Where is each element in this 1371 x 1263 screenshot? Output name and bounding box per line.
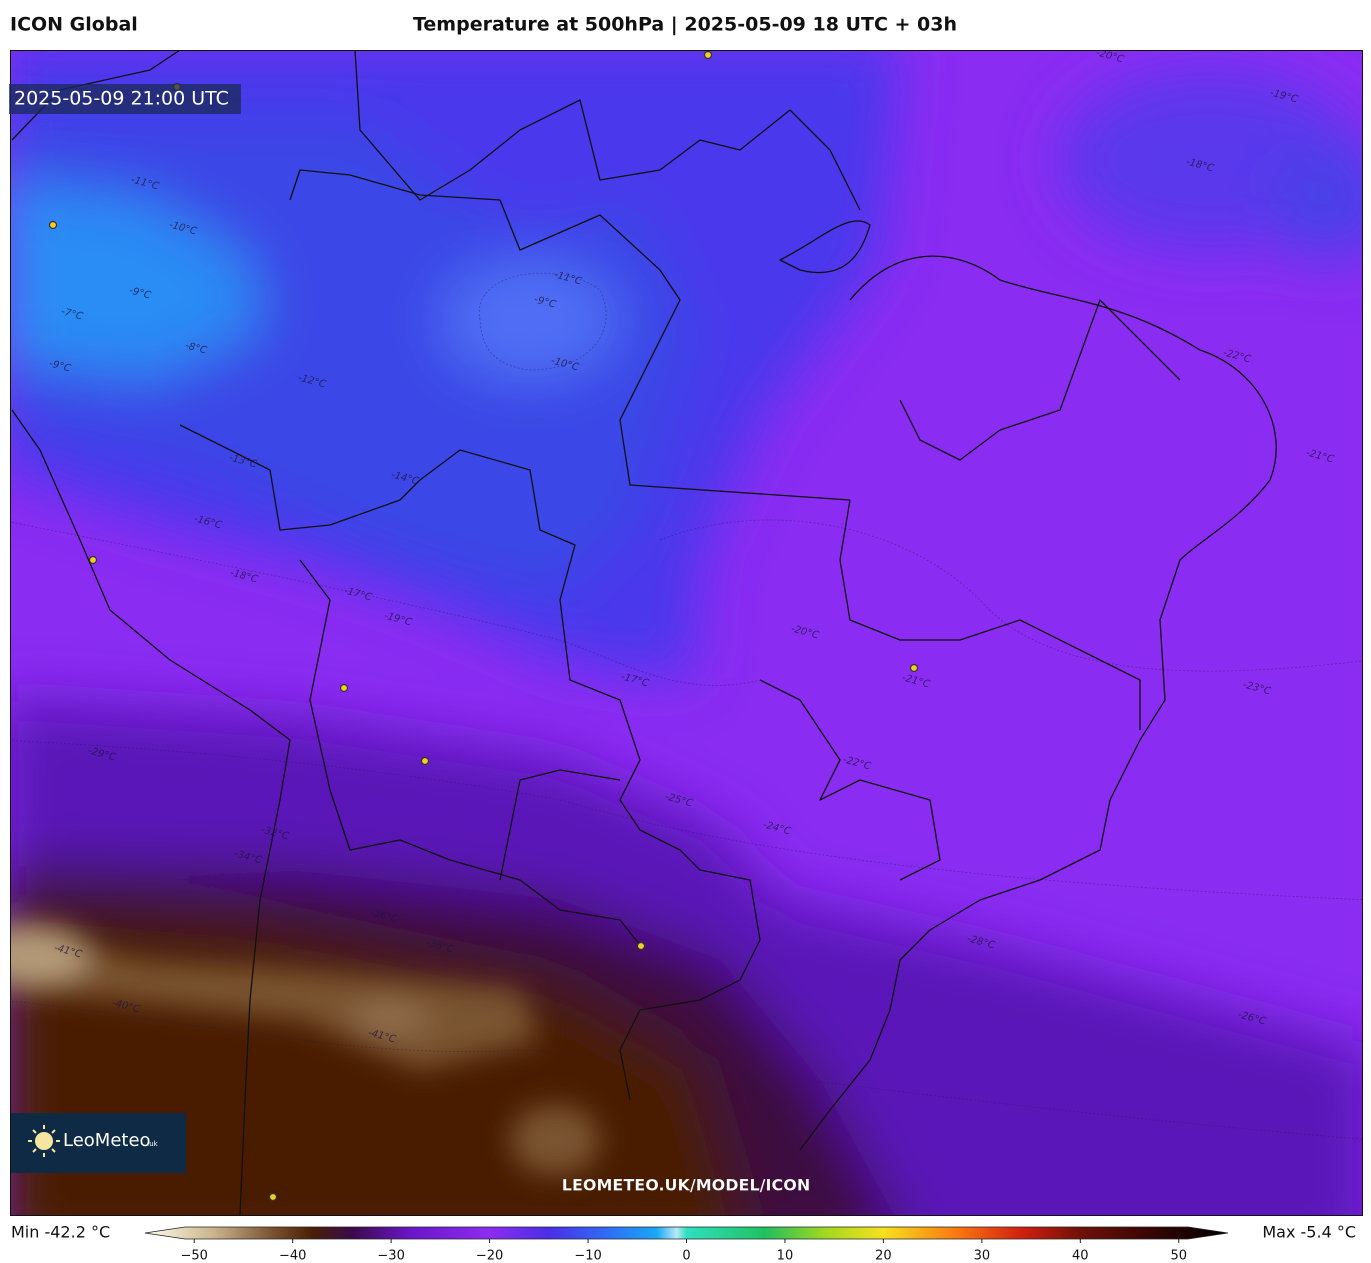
colorbar-tick-label: −20 [476, 1249, 503, 1263]
colorbar-tick-label: 30 [974, 1249, 991, 1263]
logo-suffix: .uk [147, 1140, 159, 1148]
colorbar-tick-label: 20 [875, 1249, 892, 1263]
max-label: Max -5.4 °C [1262, 1223, 1356, 1242]
contour-label: -8°C [184, 340, 208, 356]
colorbar-tick-label: 50 [1170, 1249, 1187, 1263]
contour-label: -9°C [128, 285, 152, 301]
map: -11°C-10°C-9°C-8°C-7°C-9°C-12°C-11°C-9°C… [11, 51, 1362, 1215]
colorbar-body [144, 1226, 1229, 1240]
chart-title: Temperature at 500hPa | 2025-05-09 18 UT… [413, 14, 957, 36]
contour-label: -7°C [60, 306, 84, 322]
time-badge [9, 84, 241, 114]
colorbar-tick-label: −50 [181, 1249, 208, 1263]
colorbar: −50 −40 −30 −20 −10 0 10 20 30 40 50 [144, 1226, 1229, 1263]
isotherms [11, 272, 1362, 1140]
colorbar-tick-label: −30 [377, 1249, 404, 1263]
colorbar-tick-label: 10 [777, 1249, 794, 1263]
cold-core [11, 923, 600, 1175]
model-name: ICON Global [10, 14, 138, 36]
map-frame [10, 50, 1363, 1216]
contour-label: -9°C [533, 294, 557, 310]
colorbar-tick-label: 0 [682, 1249, 690, 1263]
min-label: Min -42.2 °C [11, 1223, 110, 1242]
logo-text: LeoMeteo [63, 1130, 151, 1151]
valid-time: 2025-05-09 21:00 UTC [14, 88, 229, 110]
colorbar-tick-label: 40 [1072, 1249, 1089, 1263]
source-url: LEOMETEO.UK/MODEL/ICON [562, 1176, 810, 1195]
contour-label: -9°C [48, 358, 72, 374]
borders [11, 51, 1277, 1215]
temperature-field [11, 51, 1362, 1215]
logo-sun [28, 1125, 60, 1157]
colorbar-tick-label: −10 [574, 1249, 601, 1263]
colorbar-tick-label: −40 [279, 1249, 306, 1263]
